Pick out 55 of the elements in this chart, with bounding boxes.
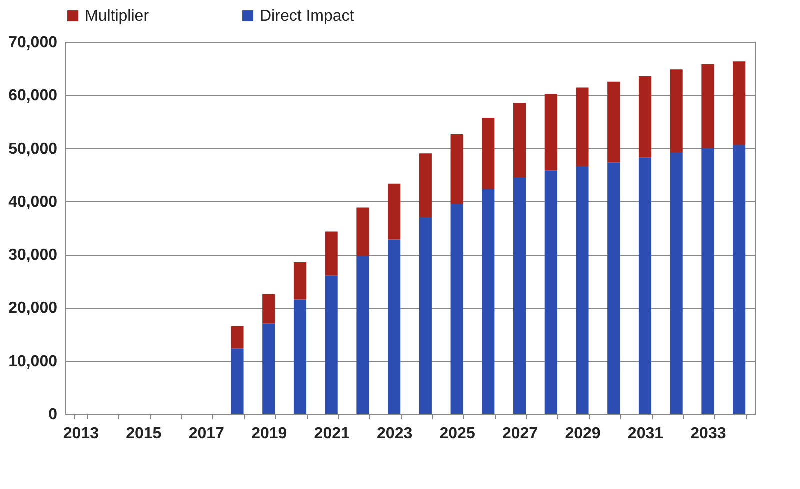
bar — [325, 232, 338, 276]
bar — [514, 103, 526, 178]
x-tick-label: 2015 — [126, 426, 162, 442]
bar — [294, 300, 306, 414]
y-tick-label: 60,000 — [8, 88, 58, 105]
y-tick-label: 0 — [48, 406, 58, 424]
bar — [608, 82, 620, 163]
legend-label: Direct Impact — [260, 8, 355, 25]
bar — [733, 145, 746, 414]
bar — [325, 276, 338, 414]
bar — [356, 256, 370, 414]
bar — [702, 148, 714, 414]
x-tick-label: 2021 — [314, 426, 350, 442]
x-tick-label: 2027 — [502, 426, 538, 442]
y-tick-label: 40,000 — [8, 194, 58, 211]
bar — [388, 184, 401, 240]
bar — [514, 178, 526, 414]
x-tick-label: 2023 — [377, 426, 413, 442]
bar — [576, 166, 589, 414]
x-tick-label: 2017 — [188, 426, 225, 442]
legend-label: Multiplier — [85, 8, 150, 25]
bar — [419, 154, 432, 218]
bar — [450, 204, 464, 414]
y-tick-label: 30,000 — [8, 247, 58, 264]
bar — [670, 70, 683, 153]
bar — [702, 64, 714, 148]
bar — [544, 94, 558, 171]
bar — [262, 294, 276, 324]
y-tick-label: 20,000 — [8, 300, 58, 318]
bar — [482, 189, 495, 414]
bar — [356, 208, 370, 256]
bar — [294, 262, 306, 300]
bar — [262, 324, 276, 414]
bar — [638, 158, 652, 414]
x-tick-label: 2033 — [690, 426, 726, 442]
bar — [450, 134, 464, 204]
bar — [670, 152, 683, 414]
bar — [231, 348, 244, 414]
y-tick-label: 50,000 — [8, 140, 58, 158]
bar — [231, 326, 244, 349]
x-tick-label: 2013 — [63, 426, 100, 442]
y-tick-label: 70,000 — [8, 34, 58, 52]
x-tick-label: 2025 — [440, 426, 476, 442]
bar — [733, 62, 746, 146]
x-tick-label: 2029 — [565, 426, 601, 442]
bar — [482, 118, 495, 190]
bar — [608, 162, 620, 414]
bar — [576, 88, 589, 166]
bar — [638, 76, 652, 158]
y-tick-label: 10,000 — [8, 353, 58, 370]
bar — [419, 217, 432, 414]
bar — [388, 240, 401, 414]
x-tick-label: 2019 — [252, 426, 288, 442]
bar — [544, 170, 558, 414]
x-tick-label: 2031 — [628, 426, 664, 442]
